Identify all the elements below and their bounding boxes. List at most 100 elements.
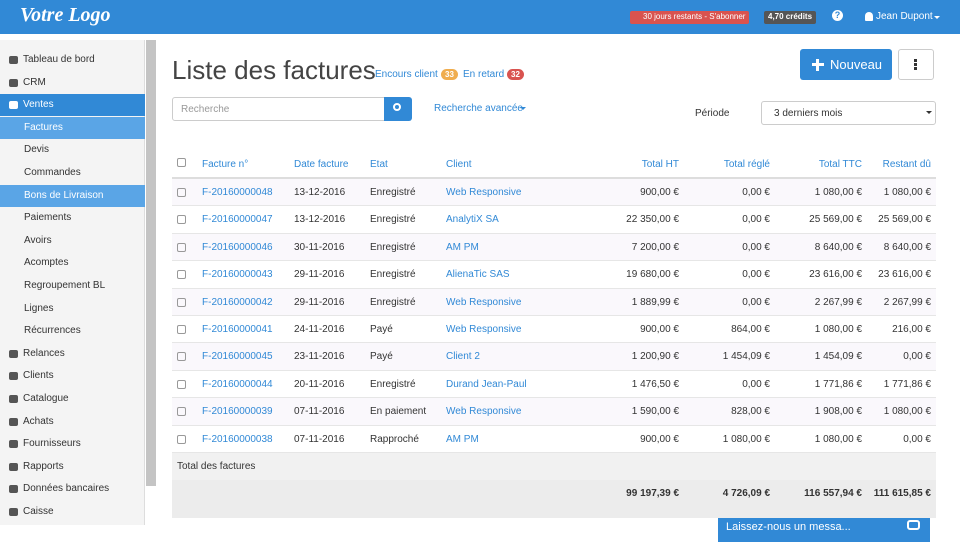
cell[interactable]: F-20160000042 (202, 296, 273, 308)
cell: 29-11-2016 (294, 269, 345, 281)
column-header[interactable]: Date facture (294, 159, 349, 170)
cell[interactable]: F-20160000048 (202, 187, 273, 198)
column-header[interactable]: Facture n° (202, 159, 249, 170)
row-checkbox[interactable] (177, 352, 186, 362)
row-checkbox[interactable] (177, 270, 186, 280)
more-button[interactable] (898, 49, 934, 80)
sidebar-label[interactable]: Récurrences (24, 325, 81, 337)
row-checkbox[interactable] (177, 215, 186, 225)
sidebar-item[interactable] (0, 72, 145, 94)
cell[interactable]: F-20160000047 (202, 214, 273, 226)
table-row (172, 261, 936, 289)
help[interactable]: ? (832, 10, 843, 21)
header-checkbox[interactable] (177, 158, 186, 167)
cell[interactable]: AM PM (446, 433, 479, 445)
cell: 900,00 € (640, 187, 679, 198)
column-header[interactable]: Total TTC (818, 159, 862, 170)
sidebar-label[interactable]: Regroupement BL (24, 280, 106, 291)
sidebar-label[interactable]: Fournisseurs (23, 438, 81, 450)
cell[interactable]: AlienaTic SAS (446, 269, 510, 281)
badge-count[interactable]: 33 (441, 69, 458, 80)
sidebar-item[interactable] (0, 343, 145, 365)
sidebar-label[interactable]: Paiements (24, 212, 72, 224)
column-header[interactable]: Total HT (641, 159, 679, 170)
sidebar-label[interactable]: Catalogue (23, 393, 69, 404)
cell[interactable]: F-20160000039 (202, 406, 273, 418)
sidebar-label[interactable]: Rapports (23, 460, 64, 472)
cell: 1 080,00 € (814, 324, 862, 335)
row-checkbox[interactable] (177, 242, 186, 252)
sidebar-label[interactable]: Bons de Livraison (24, 189, 104, 201)
sidebar-label[interactable]: CRM (23, 76, 46, 88)
sidebar-label[interactable]: Clients (23, 370, 54, 382)
sidebar-item[interactable] (0, 298, 145, 320)
total-label: Total des factures (177, 461, 256, 472)
cell[interactable]: Web Responsive (446, 406, 522, 418)
sidebar-item[interactable] (0, 411, 145, 433)
cell[interactable]: F-20160000044 (202, 378, 273, 390)
sidebar-label[interactable]: Tableau de bord (23, 54, 95, 65)
cell[interactable]: F-20160000046 (202, 241, 273, 253)
row-checkbox[interactable] (177, 379, 186, 389)
sidebar-label[interactable]: Commandes (24, 167, 81, 178)
badge-label[interactable]: Encours client (375, 69, 438, 80)
row-checkbox[interactable] (177, 407, 186, 417)
sidebar-item[interactable] (0, 94, 145, 117)
cell[interactable]: Web Responsive (446, 296, 522, 308)
credits[interactable]: 4,70 crédits (764, 11, 817, 24)
cell: Payé (370, 351, 393, 363)
cell[interactable]: F-20160000043 (202, 269, 273, 281)
sidebar-label[interactable]: Avoirs (24, 234, 52, 246)
cell[interactable]: AM PM (446, 241, 479, 253)
sidebar-item[interactable] (0, 252, 145, 274)
cell[interactable]: Web Responsive (446, 187, 522, 198)
sidebar-item[interactable] (0, 184, 145, 207)
user-menu[interactable]: Jean Dupont (876, 11, 933, 22)
trial-alert[interactable]: 30 jours restants - S'abonner (630, 11, 750, 24)
sidebar-item[interactable] (0, 230, 145, 252)
sidebar-label[interactable]: Lignes (24, 302, 54, 314)
cell[interactable]: F-20160000045 (202, 351, 273, 363)
cell[interactable]: AnalytiX SA (446, 214, 499, 226)
cell: Enregistré (370, 187, 416, 198)
row-checkbox[interactable] (177, 297, 186, 307)
sidebar-icon (9, 78, 18, 87)
logo[interactable]: Votre Logo (20, 4, 111, 26)
row-checkbox[interactable] (177, 434, 186, 444)
cell[interactable]: F-20160000041 (202, 324, 273, 335)
row-checkbox[interactable] (177, 325, 186, 334)
period-select[interactable] (761, 101, 936, 125)
column-header[interactable]: Total réglé (723, 159, 770, 170)
sidebar-label[interactable]: Factures (24, 121, 63, 133)
cell[interactable]: Web Responsive (446, 324, 522, 335)
cell[interactable]: F-20160000038 (202, 433, 273, 445)
row-checkbox[interactable] (177, 188, 186, 197)
cell: 29-11-2016 (294, 296, 345, 308)
cell[interactable]: Client 2 (446, 351, 480, 363)
sidebar-item[interactable] (0, 388, 145, 410)
sidebar-item[interactable] (0, 456, 145, 478)
sidebar-item[interactable] (0, 365, 145, 387)
sidebar-item[interactable] (0, 139, 145, 161)
sidebar-item[interactable] (0, 207, 145, 229)
sidebar-icon (9, 440, 18, 449)
column-header[interactable]: Etat (370, 159, 388, 170)
sidebar-label[interactable]: Achats (23, 415, 54, 427)
new-button-label[interactable]: Nouveau (830, 57, 883, 72)
cell[interactable]: Durand Jean-Paul (446, 378, 527, 390)
sidebar-item[interactable] (0, 116, 145, 139)
badge-label[interactable]: En retard (463, 69, 505, 80)
sidebar-item[interactable] (0, 501, 145, 523)
sidebar-label[interactable]: Caisse (23, 506, 54, 517)
column-header[interactable]: Client (446, 159, 472, 170)
badge-count[interactable]: 32 (507, 69, 524, 80)
advanced-search[interactable]: Recherche avancée (434, 103, 523, 114)
sidebar-label[interactable]: Relances (23, 347, 65, 359)
scrollbar[interactable] (146, 40, 156, 486)
sidebar-label[interactable]: Acomptes (24, 257, 69, 269)
sidebar-label[interactable]: Devis (24, 144, 50, 156)
chat-label[interactable]: Laissez-nous un messa... (726, 521, 851, 533)
sidebar-label[interactable]: Données bancaires (23, 483, 110, 495)
column-header[interactable]: Restant dû (882, 159, 931, 170)
sidebar-label[interactable]: Ventes (23, 99, 54, 111)
